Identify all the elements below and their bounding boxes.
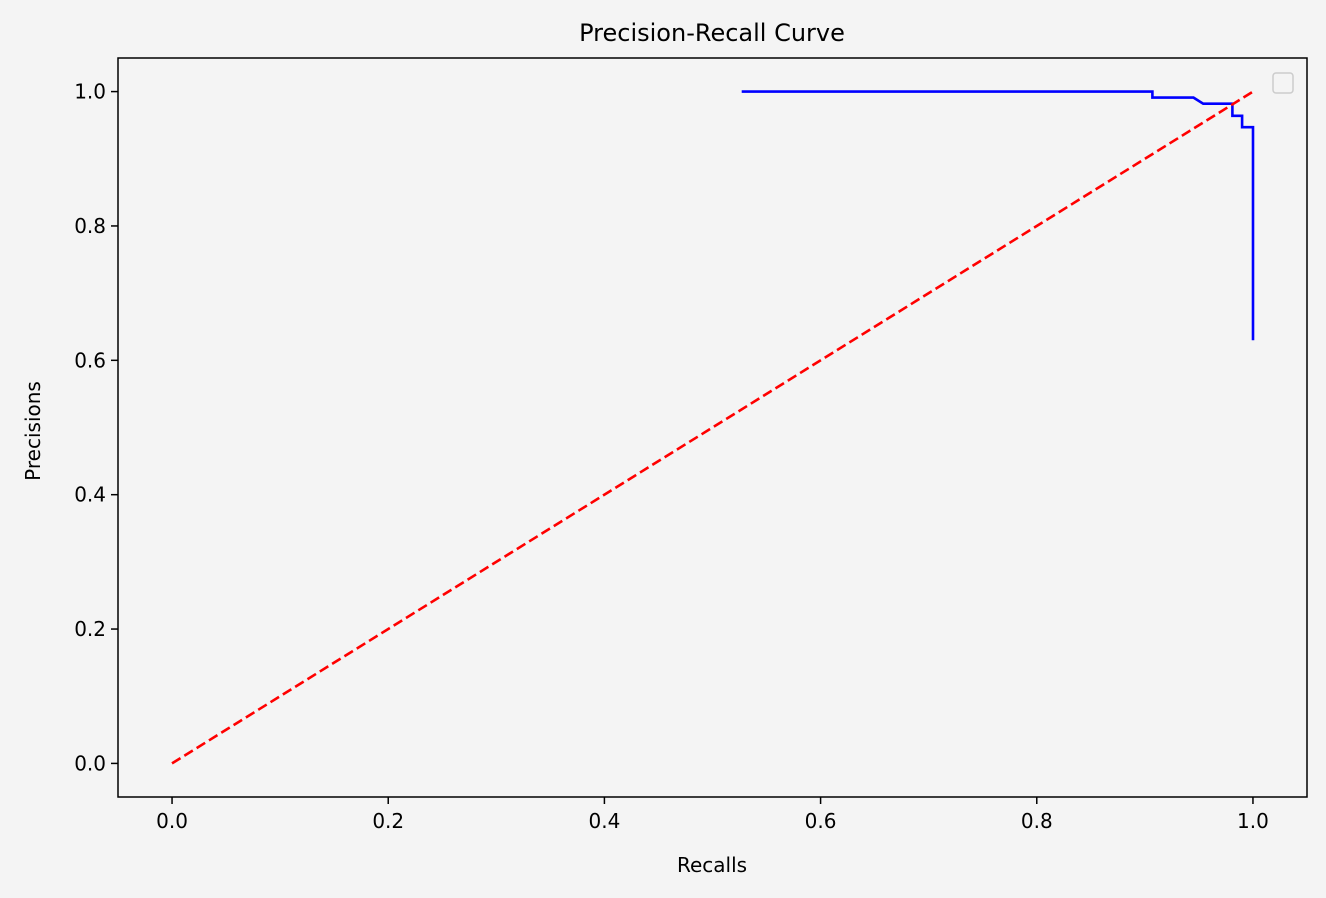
x-tick-label: 0.8 xyxy=(1021,809,1053,833)
y-axis-label: Precisions xyxy=(21,381,45,481)
plot-frame xyxy=(117,57,1308,798)
y-tick-label: 0.8 xyxy=(74,214,106,238)
x-tick-label: 0.0 xyxy=(156,809,188,833)
y-tick-label: 0.0 xyxy=(74,751,106,775)
series-layer xyxy=(171,90,1255,765)
x-axis: 0.0 0.2 0.4 0.6 0.8 1.0 xyxy=(156,797,1269,833)
y-tick-label: 0.4 xyxy=(74,483,106,507)
legend-box xyxy=(1272,72,1294,94)
y-axis: 0.0 0.2 0.4 0.6 0.8 1.0 xyxy=(74,80,118,775)
chart-title: Precision-Recall Curve xyxy=(579,19,845,47)
y-tick-label: 0.2 xyxy=(74,617,106,641)
diagonal-reference-line xyxy=(171,90,1254,765)
x-tick-label: 0.2 xyxy=(372,809,404,833)
y-tick-label: 0.6 xyxy=(74,348,106,372)
y-tick-label: 1.0 xyxy=(74,80,106,104)
x-tick-label: 0.6 xyxy=(805,809,837,833)
x-axis-label: Recalls xyxy=(677,853,747,877)
x-tick-label: 0.4 xyxy=(589,809,621,833)
x-tick-label: 1.0 xyxy=(1237,809,1269,833)
